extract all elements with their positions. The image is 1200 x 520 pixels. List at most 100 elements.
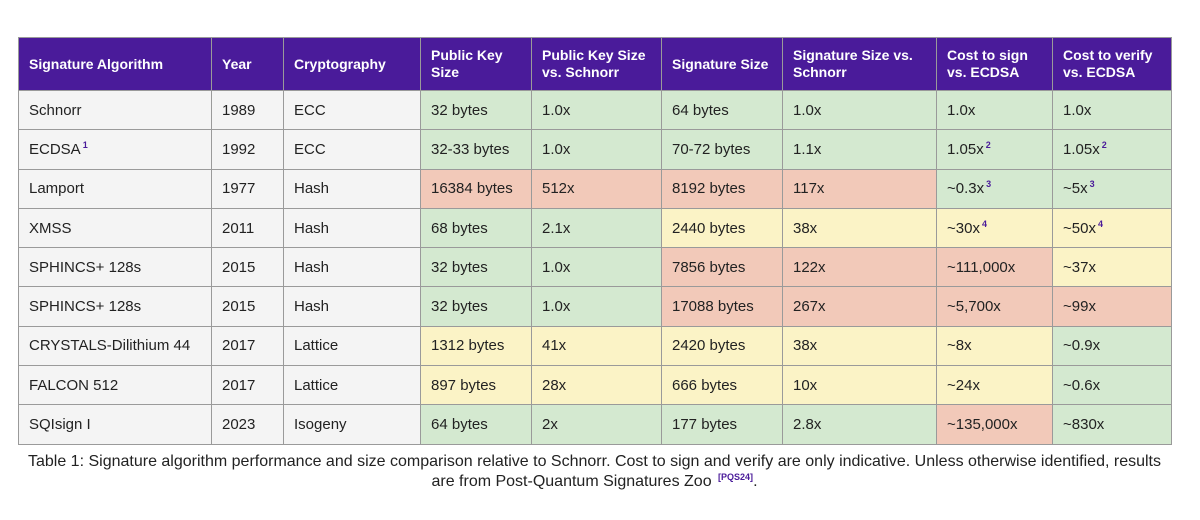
cell-value: 2015 xyxy=(222,298,256,316)
cell-value: Hash xyxy=(294,298,330,316)
cell-value: 1977 xyxy=(222,180,256,198)
table-cell: 2440 bytes xyxy=(661,207,783,249)
cell-value: ~24x xyxy=(947,376,980,394)
cell-value: 2420 bytes xyxy=(672,337,746,355)
cell-value: 68 bytes xyxy=(431,219,488,237)
cell-value: FALCON 512 xyxy=(29,376,119,394)
column-header: Cryptography xyxy=(283,37,421,91)
column-header: Public Key Size xyxy=(420,37,532,91)
cell-value: 1.0x xyxy=(793,101,822,119)
table-row: ECDSA 1 1992 ECC 32-33 bytes 1.0x 70-72 bytes 1… xyxy=(18,129,1172,170)
table-cell: 2011 xyxy=(211,207,284,249)
table-cell: 1.0x xyxy=(936,89,1053,131)
table-cell: 1989 xyxy=(211,89,284,131)
table-cell: 1977 xyxy=(211,168,284,209)
cell-value: 41x xyxy=(542,337,567,355)
cell-value: 1.0x xyxy=(542,258,571,276)
table-cell: SPHINCS+ 128s xyxy=(18,247,212,288)
table-cell: 1.05x 2 xyxy=(1052,129,1172,170)
table-cell: 8192 bytes xyxy=(661,168,783,209)
table-cell: SQIsign I xyxy=(18,404,212,445)
cell-value: ECC xyxy=(294,101,326,119)
cell-value: 1989 xyxy=(222,101,256,119)
column-header: Public Key Size vs. Schnorr xyxy=(531,37,662,91)
table-cell: 70-72 bytes xyxy=(661,129,783,170)
cell-value: 10x xyxy=(793,376,818,394)
table-cell: 1992 xyxy=(211,129,284,170)
cell-value: SPHINCS+ 128s xyxy=(29,258,142,276)
cell-value: ~37x xyxy=(1063,258,1096,276)
cell-value: XMSS xyxy=(29,219,72,237)
table-cell: 1.05x 2 xyxy=(936,129,1053,170)
table-cell: 2023 xyxy=(211,404,284,445)
column-header: Cost to sign vs. ECDSA xyxy=(936,37,1053,91)
table-cell: 512x xyxy=(531,168,662,209)
table-caption: Table 1: Signature algorithm performance… xyxy=(18,452,1171,492)
cell-value: 1.0x xyxy=(542,298,571,316)
cell-value: 897 bytes xyxy=(431,376,497,394)
cell-value: ~30x xyxy=(947,219,980,237)
footnote-marker: 1 xyxy=(82,139,88,150)
table-cell: ECDSA 1 xyxy=(18,129,212,170)
table-row: Schnorr 1989 ECC 32 bytes 1.0x 64 bytes 1.0x 1.… xyxy=(18,89,1172,131)
footnote-marker: 2 xyxy=(985,139,991,150)
table-cell: 38x xyxy=(782,207,937,249)
cell-value: 32-33 bytes xyxy=(431,140,510,158)
cell-value: 1.0x xyxy=(542,101,571,119)
table-header-row: Signature Algorithm Year Cryptography Publi… xyxy=(18,37,1172,91)
table-cell: Lattice xyxy=(283,365,421,406)
cell-value: 64 bytes xyxy=(672,101,729,119)
table-cell: 2017 xyxy=(211,325,284,367)
footnote-marker: 3 xyxy=(986,179,992,190)
cell-value: 122x xyxy=(793,258,826,276)
cell-value: ~111,000x xyxy=(947,258,1016,276)
table-cell: 666 bytes xyxy=(661,365,783,406)
table-cell: 2015 xyxy=(211,286,284,327)
table-cell: 1.0x xyxy=(531,89,662,131)
cell-value: ~50x xyxy=(1063,219,1096,237)
cell-value: 1992 xyxy=(222,140,256,158)
table-cell: 32-33 bytes xyxy=(420,129,532,170)
cell-value: Isogeny xyxy=(294,416,347,434)
table-cell: 897 bytes xyxy=(420,365,532,406)
column-header: Signature Size xyxy=(661,37,783,91)
table-cell: 1.0x xyxy=(531,286,662,327)
cell-value: 17088 bytes xyxy=(672,298,754,316)
table-cell: 177 bytes xyxy=(661,404,783,445)
cell-value: 2011 xyxy=(222,219,255,237)
cell-value: 16384 bytes xyxy=(431,180,513,198)
table-row: XMSS 2011 Hash 68 bytes 2.1x 2440 bytes 38x ~30… xyxy=(18,207,1172,249)
table-cell: ECC xyxy=(283,89,421,131)
table-cell: ~0.6x xyxy=(1052,365,1172,406)
table-cell: FALCON 512 xyxy=(18,365,212,406)
cell-value: ECDSA xyxy=(29,140,81,158)
cell-value: 32 bytes xyxy=(431,258,488,276)
table-cell: ~50x 4 xyxy=(1052,207,1172,249)
cell-value: SPHINCS+ 128s xyxy=(29,298,142,316)
table-cell: 16384 bytes xyxy=(420,168,532,209)
cell-value: ECC xyxy=(294,140,326,158)
cell-value: Hash xyxy=(294,258,330,276)
cell-value: 64 bytes xyxy=(431,416,488,434)
cell-value: 32 bytes xyxy=(431,298,488,316)
table-cell: Hash xyxy=(283,286,421,327)
table-cell: Schnorr xyxy=(18,89,212,131)
table-cell: 1.0x xyxy=(531,247,662,288)
cell-value: ~0.6x xyxy=(1063,376,1101,394)
cell-value: ~8x xyxy=(947,337,972,355)
cell-value: 7856 bytes xyxy=(672,258,746,276)
table-cell: 32 bytes xyxy=(420,89,532,131)
cell-value: ~5x xyxy=(1063,180,1088,198)
table-cell: ~5,700x xyxy=(936,286,1053,327)
caption-end: . xyxy=(753,473,758,490)
cell-value: 2.8x xyxy=(793,416,822,434)
cell-value: 2017 xyxy=(222,376,256,394)
cell-value: Hash xyxy=(294,180,330,198)
table-row: SPHINCS+ 128s 2015 Hash 32 bytes 1.0x 7856 by… xyxy=(18,247,1172,288)
table-cell: ~830x xyxy=(1052,404,1172,445)
cell-value: Hash xyxy=(294,219,330,237)
cell-value: 2017 xyxy=(222,337,256,355)
table-cell: ~37x xyxy=(1052,247,1172,288)
cell-value: ~830x xyxy=(1063,416,1105,434)
cell-value: 2440 bytes xyxy=(672,219,746,237)
